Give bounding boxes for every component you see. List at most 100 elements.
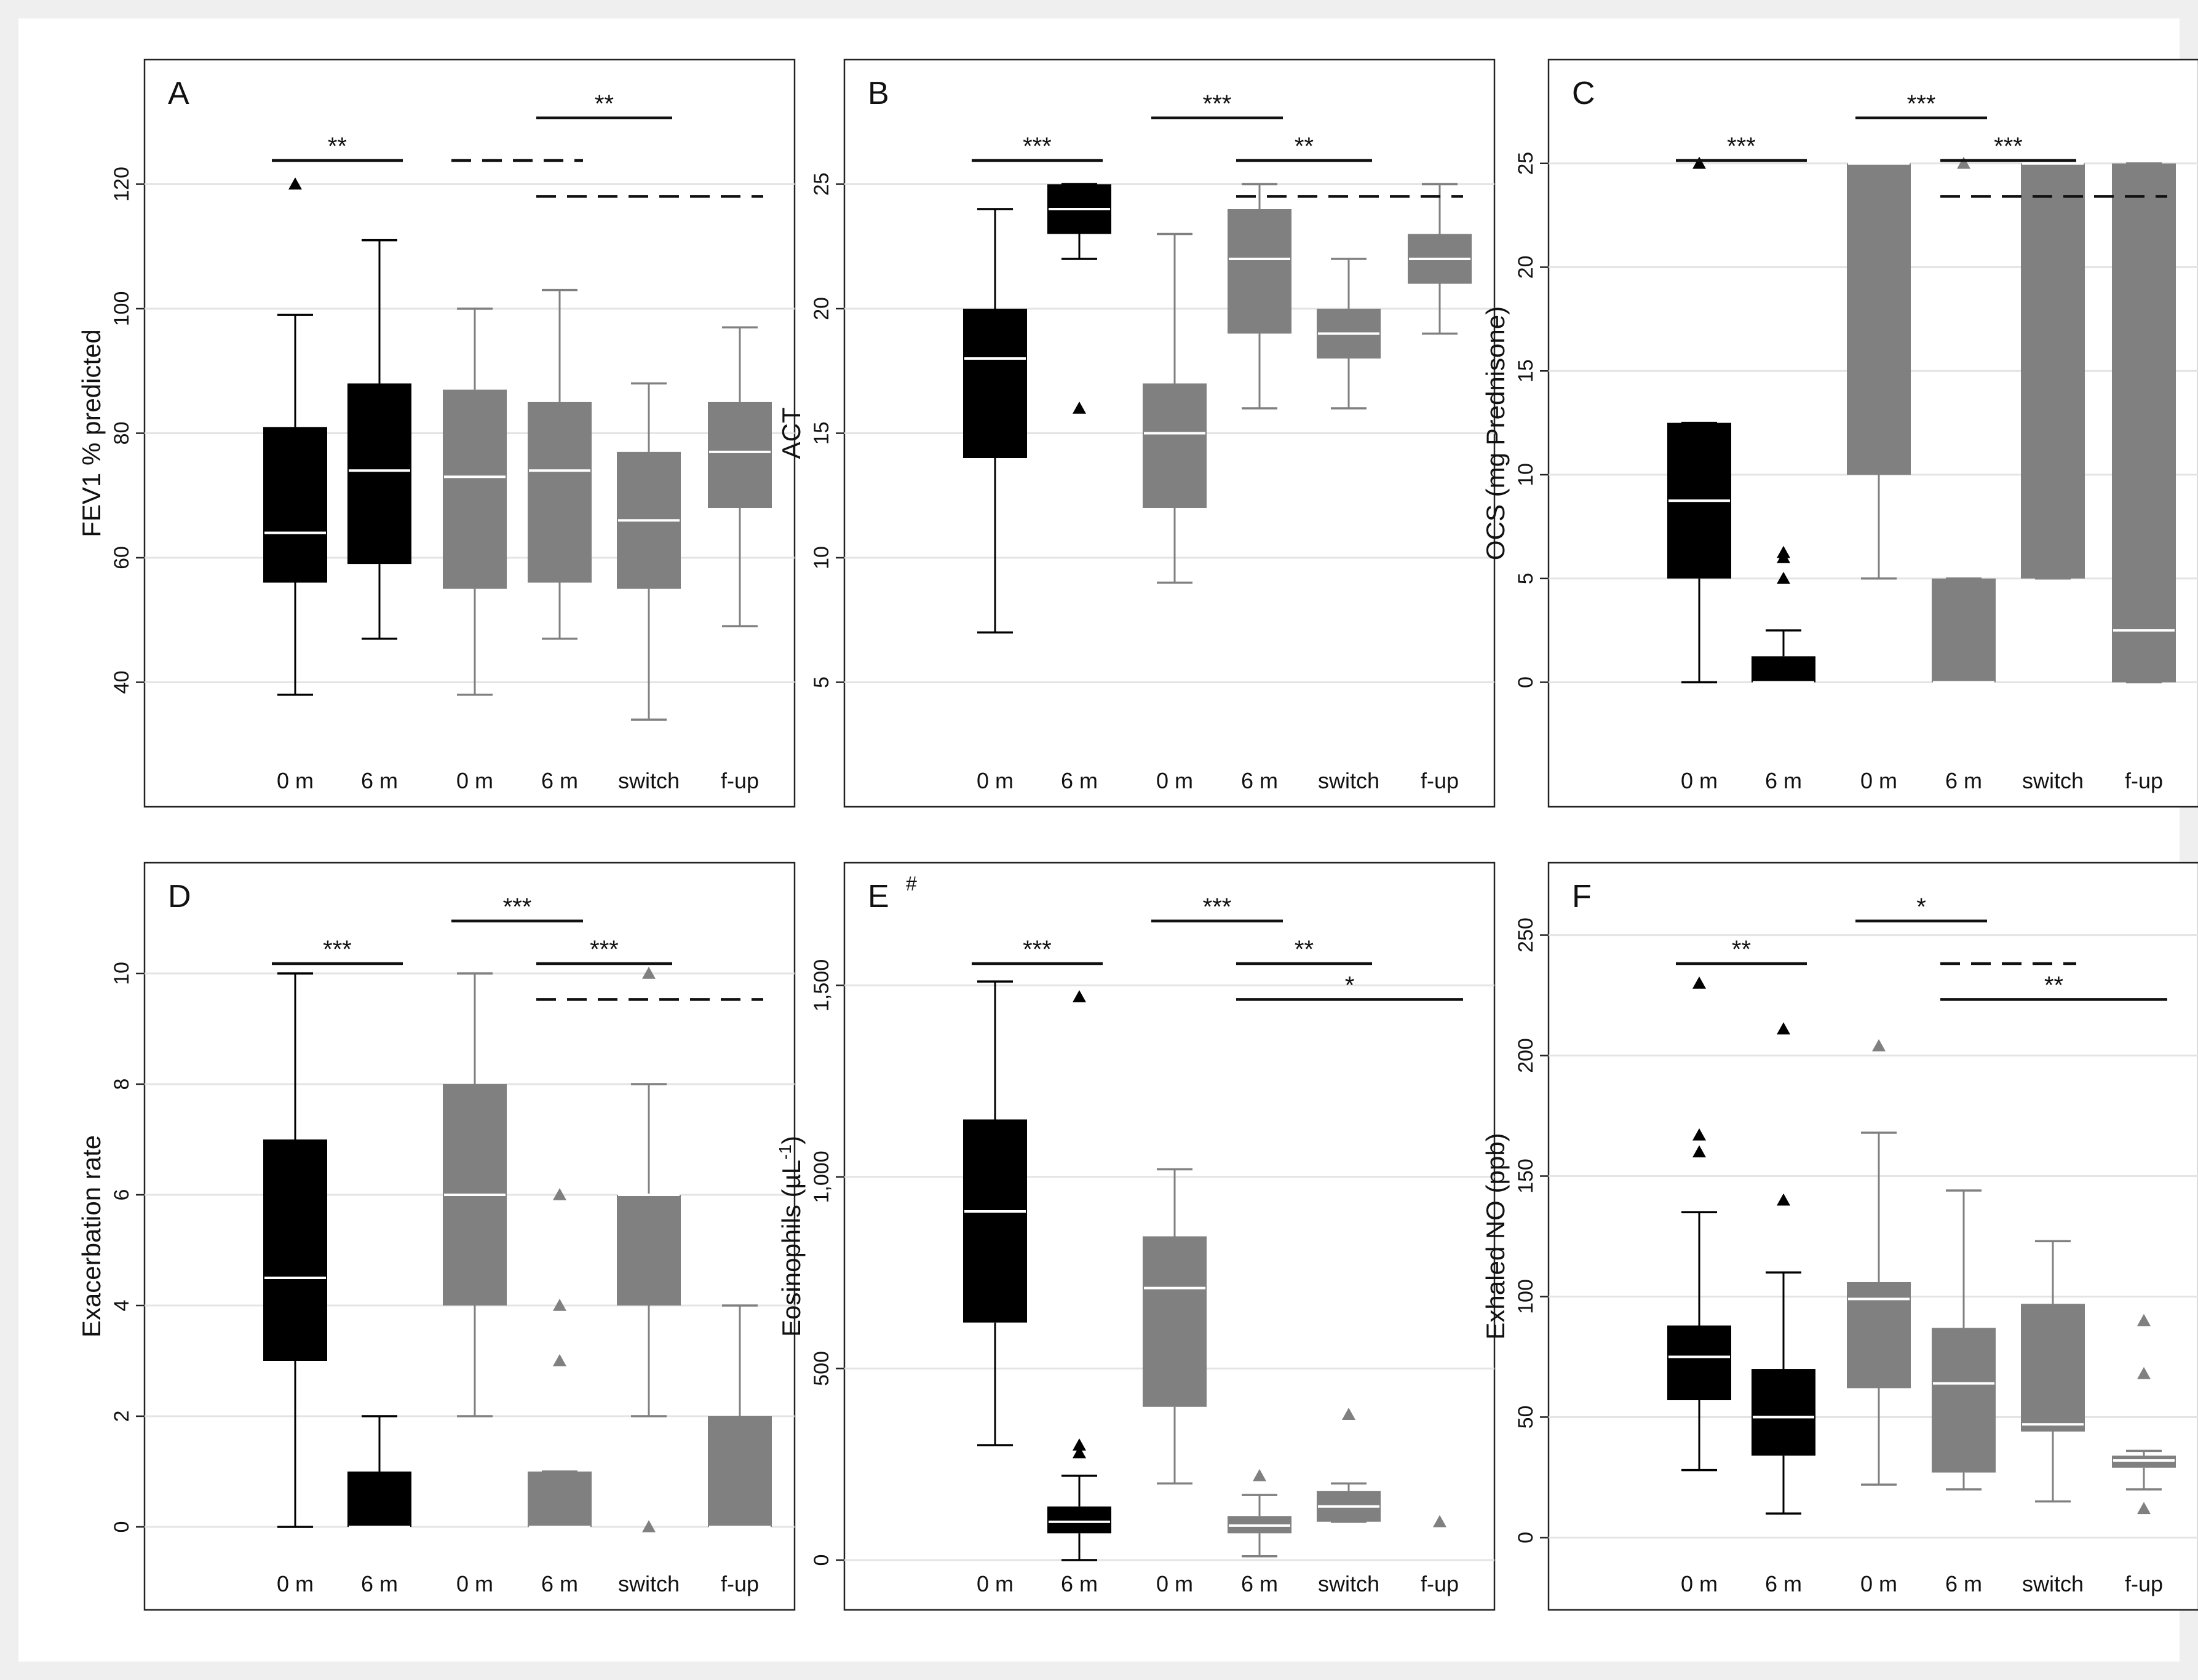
- y-tick-label: 5: [1514, 573, 1537, 584]
- outlier-marker: [1073, 402, 1086, 414]
- outlier-marker: [1073, 1438, 1086, 1451]
- panel-letter: B: [868, 76, 889, 111]
- category-label: 6 m: [1765, 1571, 1802, 1596]
- y-tick-label: 0: [810, 1555, 833, 1566]
- category-label: switch: [2022, 1571, 2084, 1596]
- significance-label: ***: [590, 936, 619, 963]
- iqr-box: [1047, 1506, 1111, 1534]
- panel-letter: A: [168, 76, 189, 111]
- outlier-marker: [1777, 545, 1790, 558]
- panel-letter: F: [1572, 879, 1592, 914]
- y-tick-label: 25: [810, 173, 833, 196]
- y-tick-label: 120: [110, 167, 133, 202]
- panel-letter: E: [868, 879, 889, 914]
- y-tick-label: 25: [1514, 152, 1537, 175]
- box-5: [1408, 183, 1472, 335]
- category-label: 6 m: [541, 768, 578, 793]
- category-label: switch: [2022, 768, 2084, 793]
- significance-bar: *: [1855, 893, 1987, 923]
- y-tick-label: 4: [110, 1300, 133, 1312]
- box-1: [347, 1415, 411, 1528]
- box-5: [2112, 162, 2176, 684]
- iqr-box: [2112, 163, 2176, 683]
- y-tick-label: 0: [110, 1521, 133, 1533]
- significance-bar: ***: [972, 133, 1103, 162]
- category-label: 6 m: [1061, 768, 1098, 793]
- category-label: switch: [618, 1571, 680, 1596]
- outlier-marker: [1692, 976, 1706, 989]
- box-1: [1047, 990, 1111, 1561]
- iqr-box: [528, 402, 592, 583]
- significance-label: ***: [1023, 133, 1052, 160]
- y-tick-label: 6: [110, 1189, 133, 1201]
- outlier-marker: [1957, 156, 1970, 169]
- iqr-box: [443, 389, 507, 589]
- box-0: [1667, 976, 1731, 1472]
- iqr-box: [963, 309, 1027, 458]
- category-label: 0 m: [277, 1571, 314, 1596]
- significance-bar: ***: [451, 893, 583, 923]
- box-3: [1932, 1189, 1996, 1491]
- iqr-box: [1143, 383, 1207, 508]
- iqr-box: [1667, 1325, 1731, 1401]
- significance-label: ***: [1203, 90, 1232, 117]
- significance-bar: ***: [972, 936, 1103, 965]
- category-label: 0 m: [1156, 768, 1193, 793]
- iqr-box: [708, 402, 772, 508]
- significance-bar: **: [536, 90, 672, 120]
- panel-d: 0 2 4 6 8 10 D Exacerbation rate 0 m 6 m 0 m 6 m swi…: [77, 862, 796, 1611]
- box-3: [528, 288, 592, 640]
- significance-bar: ***: [1151, 90, 1283, 120]
- y-tick-label: 200: [1514, 1038, 1537, 1073]
- significance-label: **: [2044, 972, 2063, 999]
- category-label: 0 m: [456, 768, 493, 793]
- y-tick-label: 10: [810, 546, 833, 569]
- outlier-marker: [1433, 1515, 1446, 1527]
- category-label: 0 m: [1681, 768, 1718, 793]
- y-tick-label: 20: [1514, 256, 1537, 279]
- box-0: [1667, 156, 1731, 684]
- box-5: [708, 326, 772, 628]
- box-3: [528, 1188, 592, 1528]
- iqr-box: [263, 427, 327, 583]
- significance-bar: *: [1236, 972, 1463, 1001]
- box-4: [1317, 1408, 1381, 1523]
- y-axis-label: Exacerbation rate: [77, 1135, 106, 1337]
- y-tick-label: 15: [1514, 359, 1537, 382]
- panel-note: #: [906, 873, 917, 895]
- y-tick-label: 5: [810, 676, 833, 688]
- outlier-marker: [642, 1520, 656, 1532]
- significance-label: **: [1295, 133, 1314, 160]
- iqr-box: [528, 1472, 592, 1527]
- significance-bar: ***: [272, 936, 403, 965]
- y-tick-label: 100: [110, 291, 133, 327]
- box-2: [443, 307, 507, 696]
- category-label: f-up: [2125, 768, 2163, 793]
- outlier-marker: [553, 1188, 566, 1200]
- box-2: [1847, 1039, 1911, 1486]
- significance-label: ***: [1727, 133, 1756, 160]
- category-label: 6 m: [1765, 768, 1802, 793]
- box-5: [2112, 1313, 2176, 1515]
- y-tick-label: 250: [1514, 917, 1537, 953]
- outlier-marker: [553, 1299, 566, 1311]
- category-label: f-up: [721, 1571, 759, 1596]
- category-label: 0 m: [456, 1571, 493, 1596]
- iqr-box: [2021, 1304, 2085, 1432]
- category-label: 6 m: [1241, 1571, 1278, 1596]
- category-label: 0 m: [1860, 768, 1897, 793]
- outlier-marker: [1777, 1193, 1790, 1206]
- category-label: 6 m: [1061, 1571, 1098, 1596]
- significance-label: **: [1732, 936, 1751, 963]
- outlier-marker: [1073, 990, 1086, 1002]
- box-1: [1752, 1022, 1815, 1515]
- category-label: 6 m: [1945, 768, 1982, 793]
- outlier-marker: [288, 177, 302, 190]
- y-axis-label: ACT: [777, 408, 806, 459]
- y-axis-label: OCS (mg Prednisone): [1481, 306, 1510, 560]
- significance-bar: **: [1676, 936, 1807, 965]
- y-tick-label: 50: [1514, 1406, 1537, 1429]
- significance-label: **: [595, 90, 614, 117]
- box-0: [263, 177, 327, 696]
- box-4: [2021, 1240, 2085, 1503]
